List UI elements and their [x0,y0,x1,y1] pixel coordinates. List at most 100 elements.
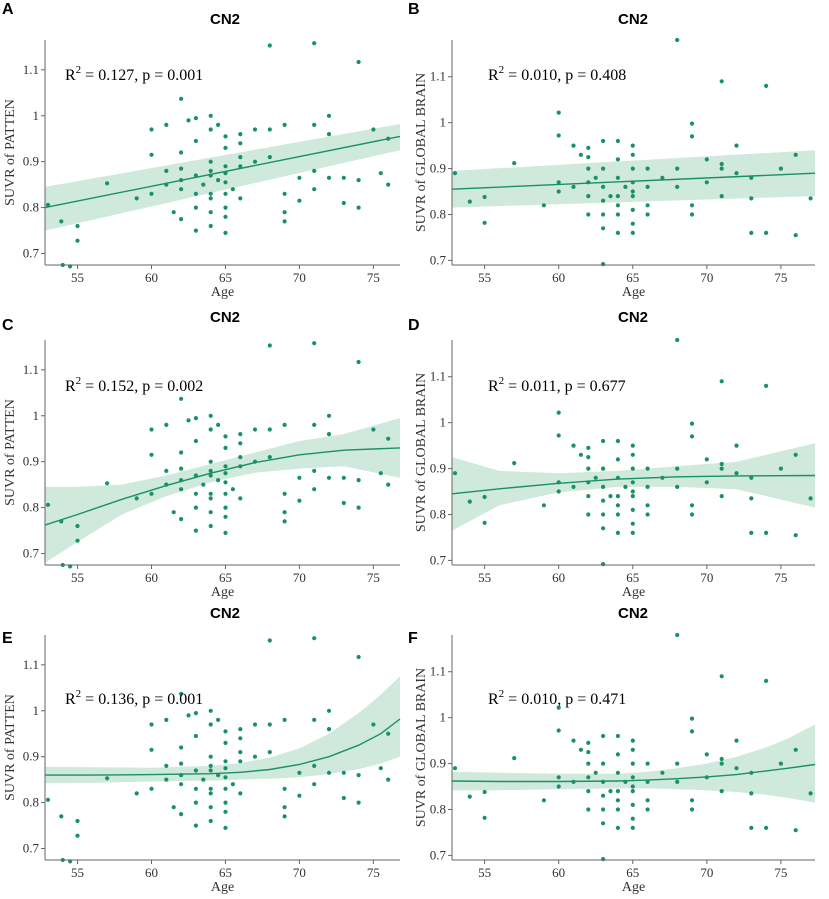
data-point [704,157,709,162]
data-point [378,766,383,771]
data-point [601,262,606,267]
data-point [623,779,628,785]
data-point [586,166,591,171]
x-tick-label: 60 [552,570,565,585]
data-point [586,761,591,766]
x-tick-label: 75 [774,270,787,285]
data-point [734,443,739,448]
data-point [164,763,169,769]
data-point [149,191,154,196]
data-point [297,793,302,798]
data-point [630,816,635,821]
data-point [630,507,635,512]
data-point [601,761,606,766]
data-point [371,722,376,727]
data-point [208,468,213,473]
data-point [208,223,213,229]
y-tick-label: 0.8 [23,795,39,810]
data-point [749,770,754,775]
data-point [223,825,228,831]
data-point [675,166,680,171]
data-point [764,383,769,388]
data-point [59,814,64,819]
data-point [719,674,724,679]
data-point [645,203,650,208]
data-point [734,738,739,743]
data-point [778,166,784,171]
data-point [571,143,576,148]
x-tick-label: 75 [774,865,787,880]
data-point [578,152,584,157]
data-point [312,422,317,427]
data-point [615,494,621,499]
data-point [312,341,317,346]
data-point [282,805,287,810]
data-point [238,441,243,446]
data-point [208,427,213,432]
x-tick-label: 70 [293,865,306,880]
data-point [282,786,287,791]
data-point [179,150,184,155]
panel-e: E CN2 55 60 65 70 75 0.7 0.8 0.9 1 1.1 Age SUVR of PA… [2,605,401,895]
data-point [452,171,458,176]
data-point [267,722,272,727]
r2-value: = 0.010, p = 0.408 [504,67,626,84]
y-axis-label: SUVR of PATTEN [3,399,18,506]
data-point [601,821,606,826]
data-point [193,205,198,210]
data-point [208,496,213,501]
y-axis-label: SUVR of PATTEN [3,99,18,206]
y-tick-label: 0.9 [23,154,39,169]
data-point [601,212,606,217]
data-point [386,731,391,736]
data-point [267,155,272,160]
data-point [179,761,184,766]
data-point [615,807,621,812]
data-point [630,180,635,185]
data-point [179,773,184,778]
data-point [556,180,561,185]
y-tick-label: 0.9 [23,749,39,764]
data-point [193,711,198,716]
data-point [704,775,709,780]
data-point [267,638,272,643]
data-point [630,530,635,536]
data-point [734,471,739,476]
data-point [238,455,243,460]
data-point [341,475,346,480]
data-point [749,175,754,180]
data-point [282,422,287,427]
data-point [689,716,695,721]
data-point [356,773,361,778]
x-tick-label: 55 [478,865,491,880]
data-point [208,805,213,810]
data-point [601,226,606,231]
data-point [601,438,606,444]
data-point [615,770,621,775]
data-point [482,194,487,200]
data-point [193,138,198,144]
data-point [808,791,813,796]
stats-annotation: R2 = 0.010, p = 0.471 [488,688,626,708]
data-point [386,777,391,782]
data-point [615,503,621,508]
data-point [571,484,576,489]
data-point [75,238,80,243]
data-point [467,794,472,799]
data-point [105,481,110,486]
stats-annotation: R2 = 0.010, p = 0.408 [488,64,626,84]
data-point [297,475,302,480]
data-point [615,733,621,739]
data-point [623,484,628,489]
data-point [297,175,302,180]
x-tick-label: 60 [145,865,158,880]
stats-annotation: R2 = 0.152, p = 0.002 [65,375,203,395]
data-point [75,538,80,543]
data-point [193,528,198,533]
y-tick-label: 1 [33,703,40,718]
data-point [719,379,724,384]
data-point [749,496,754,501]
data-point [630,480,635,485]
data-point [615,798,621,803]
data-point [615,752,621,757]
